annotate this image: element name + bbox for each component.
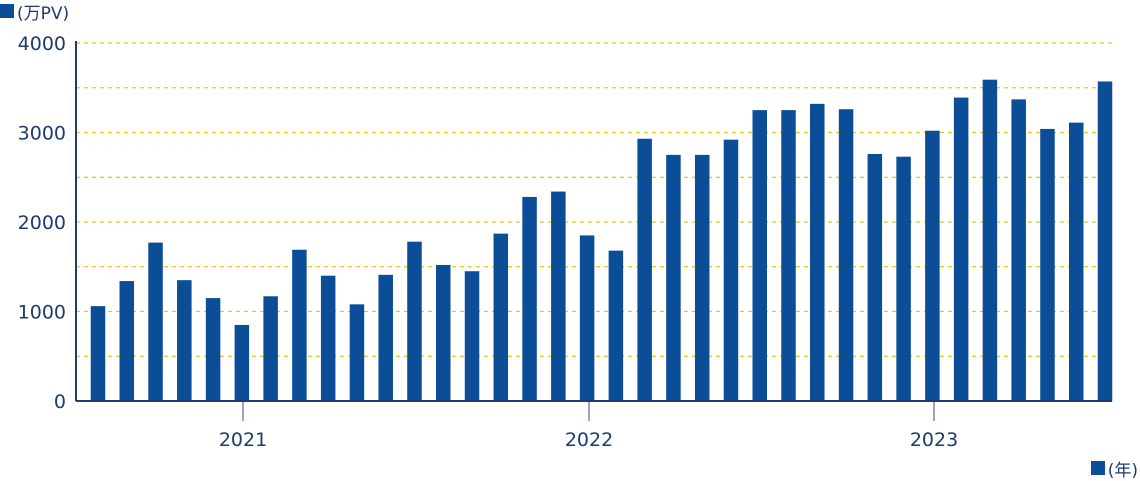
- x-tick-label: 2021: [219, 429, 267, 451]
- legend-square-icon: [1090, 461, 1105, 475]
- bar: [90, 306, 106, 401]
- x-axis-unit-text: (年): [1107, 460, 1138, 481]
- bar: [694, 154, 710, 401]
- legend-square-icon: [0, 4, 14, 18]
- bar: [378, 274, 393, 401]
- bar: [1097, 81, 1113, 402]
- bar: [177, 280, 192, 401]
- bar: [407, 241, 422, 401]
- bar: [752, 110, 767, 401]
- bar: [867, 153, 883, 401]
- bar: [925, 130, 940, 401]
- bar: [464, 271, 480, 401]
- bar: [522, 196, 537, 401]
- y-axis-unit-text: (万PV): [17, 3, 70, 24]
- bar: [608, 250, 624, 401]
- bar: [637, 138, 652, 401]
- y-tick-label: 2000: [18, 212, 66, 234]
- x-tick-label: 2022: [565, 429, 613, 451]
- bar: [838, 109, 854, 401]
- bar: [1068, 122, 1084, 401]
- bar: [579, 235, 595, 401]
- y-tick-label: 0: [54, 391, 66, 413]
- y-tick-label: 4000: [18, 33, 66, 55]
- bar: [320, 275, 336, 401]
- bar: [205, 298, 221, 401]
- bar: [1040, 128, 1055, 402]
- bar: [723, 139, 739, 401]
- bar: [896, 156, 911, 401]
- axes: [75, 41, 1112, 421]
- y-axis-unit-label: (万PV): [0, 0, 70, 24]
- y-tick-label: 1000: [18, 302, 66, 324]
- y-tick-label: 3000: [18, 123, 66, 145]
- bar: [493, 233, 509, 401]
- x-axis-unit-label: (年): [1090, 458, 1138, 481]
- bar: [148, 242, 163, 401]
- tick-labels: 0 1000 2000 3000 4000 2021 2022 2023: [18, 33, 959, 451]
- bar: [982, 79, 998, 401]
- bar: [292, 249, 307, 401]
- bar: [436, 264, 451, 401]
- bar: [781, 110, 796, 401]
- bar: [953, 97, 969, 401]
- bars: [90, 79, 1113, 402]
- bar: [1011, 99, 1026, 401]
- bar: [551, 191, 566, 401]
- bar: [234, 324, 250, 401]
- bar: [810, 103, 825, 402]
- bar: [119, 281, 135, 401]
- x-tick-label: 2023: [910, 429, 958, 451]
- bar: [349, 304, 365, 401]
- bar: [263, 296, 278, 401]
- bar: [666, 154, 681, 401]
